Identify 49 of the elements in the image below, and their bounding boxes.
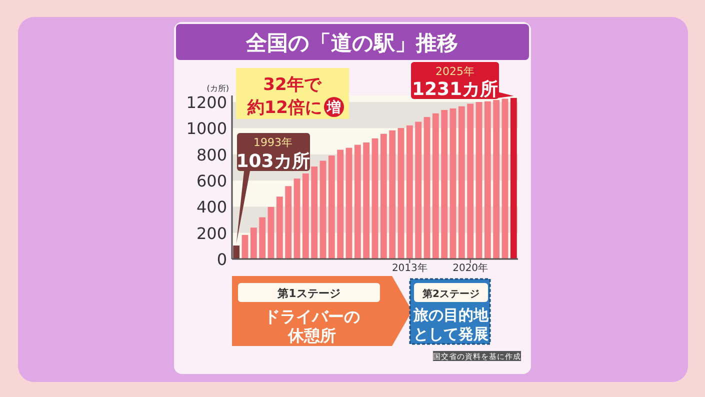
bar [441, 110, 448, 259]
bar [406, 125, 413, 259]
bar [346, 148, 352, 259]
bar [458, 106, 465, 259]
bar [328, 156, 335, 259]
bar [363, 142, 370, 259]
annotation: 32年で約12倍に増 [246, 75, 341, 118]
bar [372, 138, 378, 259]
text: ドライバーの休憩所 [264, 307, 360, 345]
bar [250, 228, 257, 259]
bar [484, 101, 491, 259]
bar [233, 246, 240, 259]
text: 旅の目的地として発展 [412, 306, 490, 343]
bar [389, 130, 396, 259]
bar [268, 206, 274, 259]
bar [432, 113, 439, 259]
y-tick-label: 600 [196, 172, 227, 190]
bar [302, 173, 309, 259]
bar [476, 102, 482, 259]
bar [398, 128, 404, 259]
bar [337, 150, 344, 259]
bar [311, 166, 318, 259]
bar [294, 178, 300, 259]
y-axis-title: (カ所) [206, 84, 229, 93]
bar [424, 117, 430, 259]
annotation: 1993年 103カ所 [236, 136, 310, 172]
bar [259, 217, 266, 259]
bar [380, 134, 387, 259]
chart-title: 全国の「道の駅」推移 [245, 31, 458, 55]
bar [467, 104, 474, 259]
bar [415, 122, 422, 259]
bar [276, 196, 283, 259]
annotation: 2025年 1231カ所 [412, 65, 498, 100]
text: 第1ステージ [276, 287, 340, 300]
x-tick-label: 2020年 [452, 262, 488, 274]
x-tick-label: 2013年 [392, 262, 428, 274]
bar [242, 234, 248, 259]
text: 第2ステージ [422, 288, 480, 300]
y-tick-label: 1000 [186, 119, 227, 138]
y-tick-label: 0 [216, 250, 227, 269]
y-tick-label: 200 [196, 224, 227, 243]
y-tick-label: 800 [196, 145, 227, 164]
bar [320, 160, 326, 259]
bar [285, 186, 292, 259]
bar [450, 108, 456, 259]
y-tick-label: 400 [196, 198, 227, 217]
bar [493, 100, 500, 259]
y-tick-label: 1200 [186, 93, 227, 112]
bar [354, 144, 361, 259]
